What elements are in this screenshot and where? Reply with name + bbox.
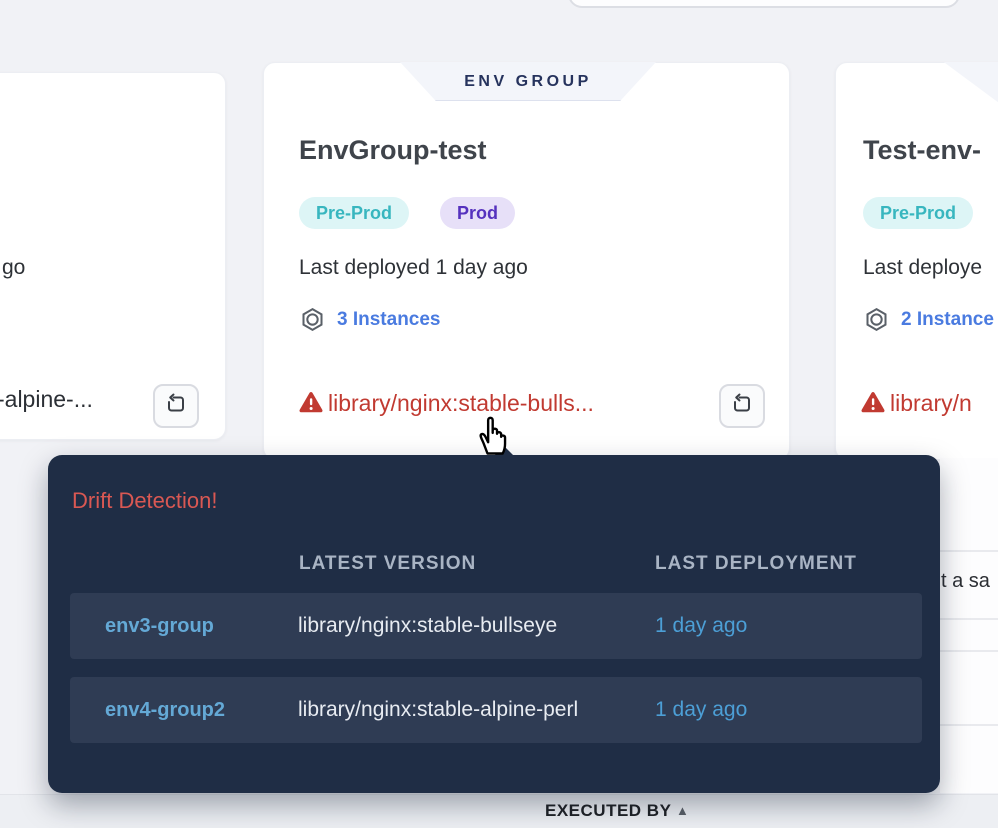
drift-artifact-link[interactable]: library/nginx:stable-bulls... xyxy=(328,390,594,416)
redeploy-icon xyxy=(730,392,754,421)
env-group-type-badge: ENV GROUP xyxy=(400,62,656,101)
background-table-partial: t a sa xyxy=(940,458,998,793)
env-card-left: go -alpine-... xyxy=(0,72,226,440)
env-group-title: EnvGroup-test xyxy=(299,135,487,165)
env-card-envgroup-test: ENV GROUP EnvGroup-test Pre-Prod Prod La… xyxy=(263,62,790,460)
warning-icon xyxy=(298,389,324,420)
table-header-row: EXECUTED BY ▲ xyxy=(0,794,998,828)
tooltip-title: Drift Detection! xyxy=(72,488,218,513)
last-deployed-partial: go xyxy=(2,256,26,279)
env-card-test-env: Test-env- Pre-Prod Last deploye 2 Instan… xyxy=(835,62,998,460)
instances-link[interactable]: 3 Instances xyxy=(337,309,441,330)
last-deployment-cell: 1 day ago xyxy=(655,698,748,721)
instances-icon xyxy=(863,306,890,338)
last-deployment-cell: 1 day ago xyxy=(655,614,748,637)
latest-version-cell: library/nginx:stable-alpine-perl xyxy=(298,698,579,721)
badge-pre-prod: Pre-Prod xyxy=(863,197,974,229)
table-cell-partial: t a sa xyxy=(941,570,990,592)
table-divider xyxy=(940,550,998,552)
mouse-cursor-pointer xyxy=(468,408,520,460)
drift-detection-tooltip: Drift Detection! LATEST VERSION LAST DEP… xyxy=(48,446,940,793)
artifact-name-partial: -alpine-... xyxy=(0,386,93,412)
redeploy-button[interactable] xyxy=(719,384,765,428)
last-deployed-text: Last deploye xyxy=(863,256,983,279)
env-group-title: Test-env- xyxy=(863,135,982,165)
table-row: env3-group library/nginx:stable-bullseye… xyxy=(70,593,922,659)
env-group-link[interactable]: env3-group xyxy=(105,615,214,637)
redeploy-icon xyxy=(164,392,188,421)
table-divider xyxy=(940,618,998,620)
search-bar-partial[interactable] xyxy=(568,0,960,8)
instances-icon xyxy=(299,306,326,338)
warning-icon xyxy=(860,389,886,420)
drift-artifact-link[interactable]: library/n xyxy=(890,390,972,416)
env-group-type-badge-partial xyxy=(943,62,998,103)
instances-link[interactable]: 2 Instance xyxy=(901,309,994,330)
table-divider xyxy=(940,650,998,652)
badge-pre-prod: Pre-Prod xyxy=(299,197,410,229)
executed-by-column-header[interactable]: EXECUTED BY xyxy=(545,801,672,820)
column-header-last-deployment: LAST DEPLOYMENT xyxy=(655,553,857,574)
table-row: env4-group2 library/nginx:stable-alpine-… xyxy=(70,677,922,743)
latest-version-cell: library/nginx:stable-bullseye xyxy=(298,614,558,637)
env-group-link[interactable]: env4-group2 xyxy=(105,699,226,721)
table-divider xyxy=(940,724,998,726)
redeploy-button[interactable] xyxy=(153,384,199,428)
column-header-latest-version: LATEST VERSION xyxy=(299,553,477,574)
sort-ascending-icon[interactable]: ▲ xyxy=(676,803,689,818)
badge-prod: Prod xyxy=(440,197,516,229)
last-deployed-text: Last deployed 1 day ago xyxy=(299,256,528,279)
